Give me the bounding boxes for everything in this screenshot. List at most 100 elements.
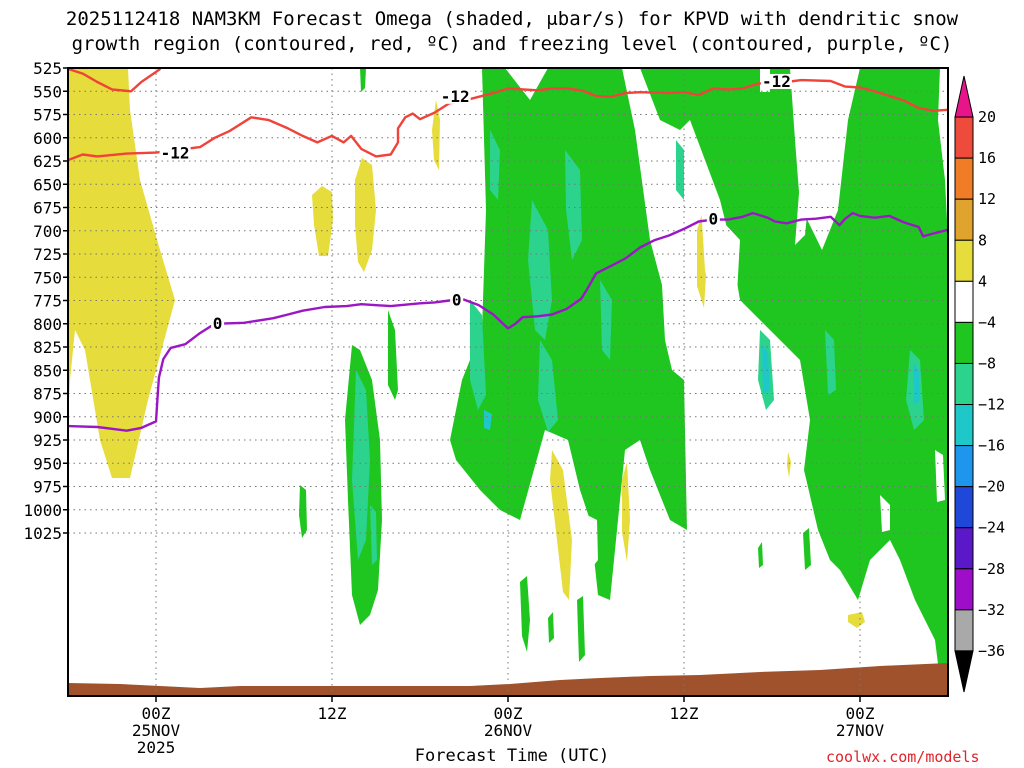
omega-teal-region-b — [565, 150, 582, 260]
colorbar-label: −4 — [978, 313, 996, 331]
colorbar-label: 4 — [978, 272, 987, 290]
colorbar-swatch — [954, 445, 974, 488]
omega-teal-region-k — [825, 330, 836, 395]
y-tick-label: 550 — [33, 82, 62, 101]
omega-cyan-core-c — [484, 410, 492, 430]
omega-yellow-region-left — [68, 68, 175, 478]
y-tick-label: 750 — [33, 268, 62, 287]
y-tick-label: 850 — [33, 361, 62, 380]
colorbar-swatch — [954, 568, 974, 611]
colorbar-swatch — [954, 321, 974, 364]
omega-green-region-low-d — [758, 542, 763, 568]
contour-label-bg — [439, 88, 471, 104]
y-tick-label: 825 — [33, 338, 62, 357]
y-tick-label: 625 — [33, 152, 62, 171]
x-tick-date-label: 27NOV — [836, 721, 885, 740]
colorbar-label: −28 — [978, 560, 1005, 578]
omega-gap-b — [795, 180, 810, 245]
omega-green-region-low-b — [548, 612, 554, 643]
omega-teal-region-a — [528, 200, 552, 340]
omega-teal-region-i — [676, 140, 684, 200]
omega-teal-region-f — [352, 370, 370, 560]
omega-yellow-region-h — [848, 612, 865, 628]
y-tick-label: 525 — [33, 59, 62, 78]
y-axis: 525 550 575 600 625 650 675 700 725 750 775 800 825 8… — [23, 59, 68, 543]
colorbar-label: −32 — [978, 601, 1005, 619]
y-tick-label: 800 — [33, 315, 62, 334]
colorbar-swatch — [954, 198, 974, 241]
x-tick-year-label: 2025 — [137, 738, 176, 757]
y-tick-label: 700 — [33, 222, 62, 241]
colorbar-swatch — [954, 280, 974, 323]
omega-green-region-small-left — [299, 485, 307, 538]
contour-labels: -12 -12 -12 0 0 0 — [159, 72, 792, 333]
y-tick-label: 575 — [33, 106, 62, 125]
omega-teal-region-d — [600, 280, 612, 360]
omega-cyan-core-a — [913, 362, 920, 405]
colorbar-swatch — [954, 404, 974, 447]
y-tick-label: 650 — [33, 175, 62, 194]
omega-yellow-region-c — [432, 100, 440, 170]
colorbar-label: −20 — [978, 478, 1005, 496]
colorbar-triangle-bottom — [954, 650, 974, 693]
contour-label: 0 — [452, 291, 462, 310]
x-tick-date-label: 25NOV — [132, 721, 181, 740]
omega-teal-region-c — [490, 130, 500, 200]
x-tick-label: 00Z — [142, 704, 171, 723]
contour-label: -12 — [161, 144, 190, 163]
contour-label: -12 — [762, 72, 791, 91]
omega-green-region-upper-right — [640, 68, 948, 696]
omega-green-region-upper-mid — [388, 310, 398, 400]
omega-green-region-low-a — [520, 576, 530, 652]
colorbar-triangle-top — [954, 75, 974, 118]
omega-teal-region-e — [538, 340, 558, 432]
colorbar-label: 8 — [978, 231, 987, 249]
x-tick-label: 12Z — [670, 704, 699, 723]
contour-label: 0 — [709, 210, 719, 229]
colorbar-swatch — [954, 362, 974, 406]
omega-teal-region-g — [370, 505, 377, 565]
contour-line-dendritic — [68, 68, 162, 93]
contour-label-bg — [159, 145, 191, 161]
x-tick-date-label: 26NOV — [484, 721, 533, 740]
contour-lines — [68, 68, 948, 432]
omega-yellow-region-a — [312, 186, 333, 256]
y-tick-label: 950 — [33, 454, 62, 473]
y-tick-label: 725 — [33, 245, 62, 264]
y-tick-label: 975 — [33, 478, 62, 497]
colorbar-swatch — [954, 527, 974, 570]
colorbar-label: 16 — [978, 149, 996, 167]
omega-gap-d — [587, 515, 598, 570]
x-tick-label: 00Z — [494, 704, 523, 723]
colorbar-swatch — [954, 157, 974, 200]
omega-yellow-region-i — [787, 452, 791, 478]
colorbar-label: −8 — [978, 354, 996, 372]
colorbar: 20 16 12 8 4 −4 −8 −12 −16 −20 −24 −28 −32 −36 — [954, 75, 1005, 693]
credit-text: coolwx.com/models — [826, 748, 980, 766]
omega-green-region-main — [450, 68, 687, 600]
omega-yellow-region-d — [550, 450, 572, 600]
y-tick-label: 1025 — [23, 524, 62, 543]
chart-title-line1: 2025112418 NAM3KM Forecast Omega (shaded… — [65, 8, 959, 30]
omega-green-region-low-e — [803, 528, 811, 570]
omega-green-region-low-c — [577, 596, 585, 662]
x-tick-label: 00Z — [846, 704, 875, 723]
contour-label-bg — [706, 211, 720, 227]
y-tick-label: 925 — [33, 431, 62, 450]
colorbar-label: −24 — [978, 519, 1005, 537]
omega-cyan-core-b — [762, 345, 770, 394]
y-tick-label: 675 — [33, 199, 62, 218]
y-tick-label: 900 — [33, 408, 62, 427]
omega-shading — [68, 68, 948, 696]
omega-yellow-region-b — [355, 158, 376, 272]
contour-label: -12 — [441, 87, 470, 106]
colorbar-label: −16 — [978, 437, 1005, 455]
colorbar-swatch — [954, 486, 974, 529]
x-tick-label: 12Z — [318, 704, 347, 723]
colorbar-label: −36 — [978, 642, 1005, 660]
contour-label-bg — [211, 315, 225, 331]
contour-line-dendritic — [68, 78, 948, 162]
y-tick-label: 775 — [33, 292, 62, 311]
